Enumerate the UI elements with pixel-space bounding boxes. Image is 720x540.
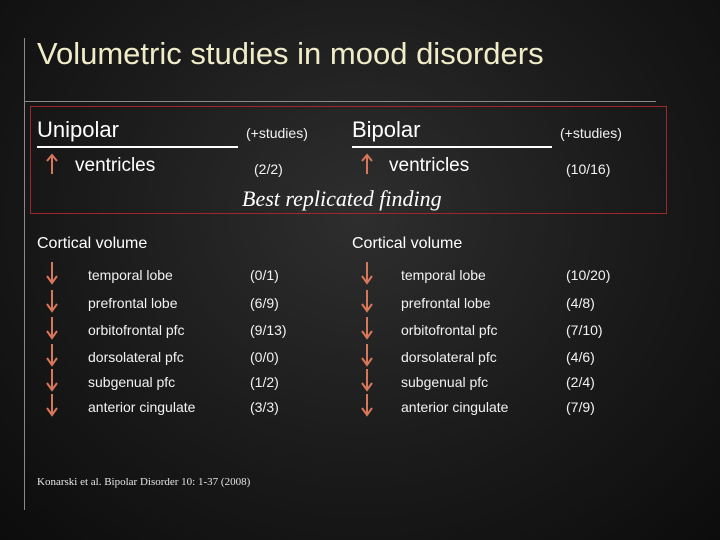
bipolar-region-label: prefrontal lobe (401, 295, 491, 311)
arrow-up-icon (46, 153, 58, 175)
bipolar-study-count: (4/8) (566, 295, 595, 311)
arrow-down-icon (46, 261, 58, 285)
arrow-down-icon (46, 289, 58, 313)
unipolar-region-label: temporal lobe (88, 267, 173, 283)
arrow-down-icon (361, 261, 373, 285)
arrow-down-icon (46, 393, 58, 417)
citation: Konarski et al. Bipolar Disorder 10: 1-3… (37, 476, 251, 488)
bipolar-study-count: (7/10) (566, 322, 603, 338)
unipolar-header: Unipolar (37, 117, 119, 142)
unipolar-region-label: orbitofrontal pfc (88, 322, 185, 338)
bipolar-cortical-volume-label: Cortical volume (352, 235, 463, 252)
arrow-down-icon (361, 289, 373, 313)
left-divider-line (24, 38, 25, 510)
arrow-up-icon (361, 153, 373, 175)
arrow-down-icon (361, 316, 373, 340)
unipolar-ventricles-label: ventricles (75, 155, 156, 176)
bipolar-studies-header: (+studies) (560, 125, 622, 141)
ventricles-highlight-box (30, 106, 667, 214)
unipolar-study-count: (0/0) (250, 349, 279, 365)
unipolar-underline (37, 146, 238, 148)
best-replicated-finding: Best replicated finding (242, 186, 442, 211)
bipolar-study-count: (7/9) (566, 399, 595, 415)
unipolar-study-count: (9/13) (250, 322, 287, 338)
bipolar-ventricles-count: (10/16) (566, 161, 611, 177)
bipolar-region-label: temporal lobe (401, 267, 486, 283)
bipolar-study-count: (2/4) (566, 374, 595, 390)
unipolar-ventricles-count: (2/2) (254, 161, 283, 177)
bipolar-region-label: subgenual pfc (401, 374, 489, 390)
bipolar-region-label: orbitofrontal pfc (401, 322, 498, 338)
unipolar-region-label: prefrontal lobe (88, 295, 178, 311)
unipolar-study-count: (6/9) (250, 295, 279, 311)
bipolar-study-count: (4/6) (566, 349, 595, 365)
arrow-down-icon (46, 343, 58, 367)
arrow-down-icon (361, 393, 373, 417)
unipolar-region-label: anterior cingulate (88, 399, 196, 415)
bipolar-region-label: anterior cingulate (401, 399, 509, 415)
unipolar-cortical-volume-label: Cortical volume (37, 235, 148, 252)
arrow-down-icon (361, 343, 373, 367)
arrow-down-icon (361, 368, 373, 392)
bipolar-region-label: dorsolateral pfc (401, 349, 497, 365)
unipolar-study-count: (3/3) (250, 399, 279, 415)
title-divider-line (24, 101, 656, 102)
unipolar-region-label: subgenual pfc (88, 374, 176, 390)
bipolar-underline (352, 146, 552, 148)
unipolar-region-label: dorsolateral pfc (88, 349, 184, 365)
bipolar-header: Bipolar (352, 117, 421, 142)
unipolar-studies-header: (+studies) (246, 125, 308, 141)
unipolar-study-count: (0/1) (250, 267, 279, 283)
arrow-down-icon (46, 316, 58, 340)
bipolar-ventricles-label: ventricles (389, 155, 470, 176)
arrow-down-icon (46, 368, 58, 392)
unipolar-study-count: (1/2) (250, 374, 279, 390)
slide-title: Volumetric studies in mood disorders (37, 36, 544, 71)
bipolar-study-count: (10/20) (566, 267, 611, 283)
